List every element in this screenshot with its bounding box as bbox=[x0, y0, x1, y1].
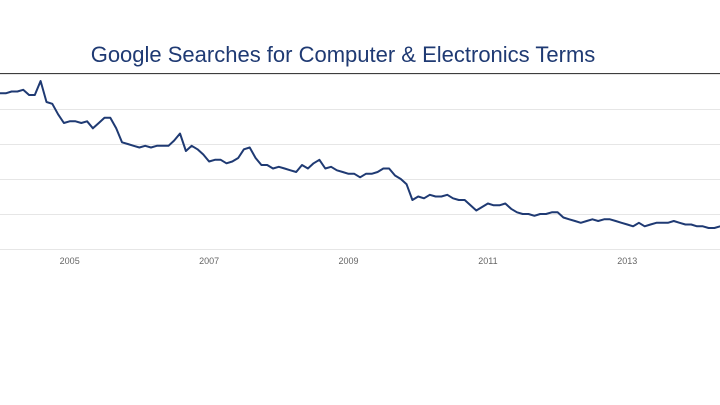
series-line bbox=[0, 80, 720, 229]
chart-title: Google Searches for Computer & Electroni… bbox=[90, 42, 596, 67]
x-axis-ticks: 2005 2007 2009 2011 2013 bbox=[60, 256, 638, 266]
x-tick-label: 2005 bbox=[60, 256, 80, 266]
x-tick-label: 2009 bbox=[338, 256, 358, 266]
gridlines bbox=[0, 74, 720, 250]
series-group bbox=[0, 80, 720, 229]
title-divider bbox=[0, 73, 720, 74]
x-tick-label: 2013 bbox=[617, 256, 637, 266]
x-tick-label: 2011 bbox=[478, 256, 497, 266]
x-tick-label: 2007 bbox=[199, 256, 219, 266]
